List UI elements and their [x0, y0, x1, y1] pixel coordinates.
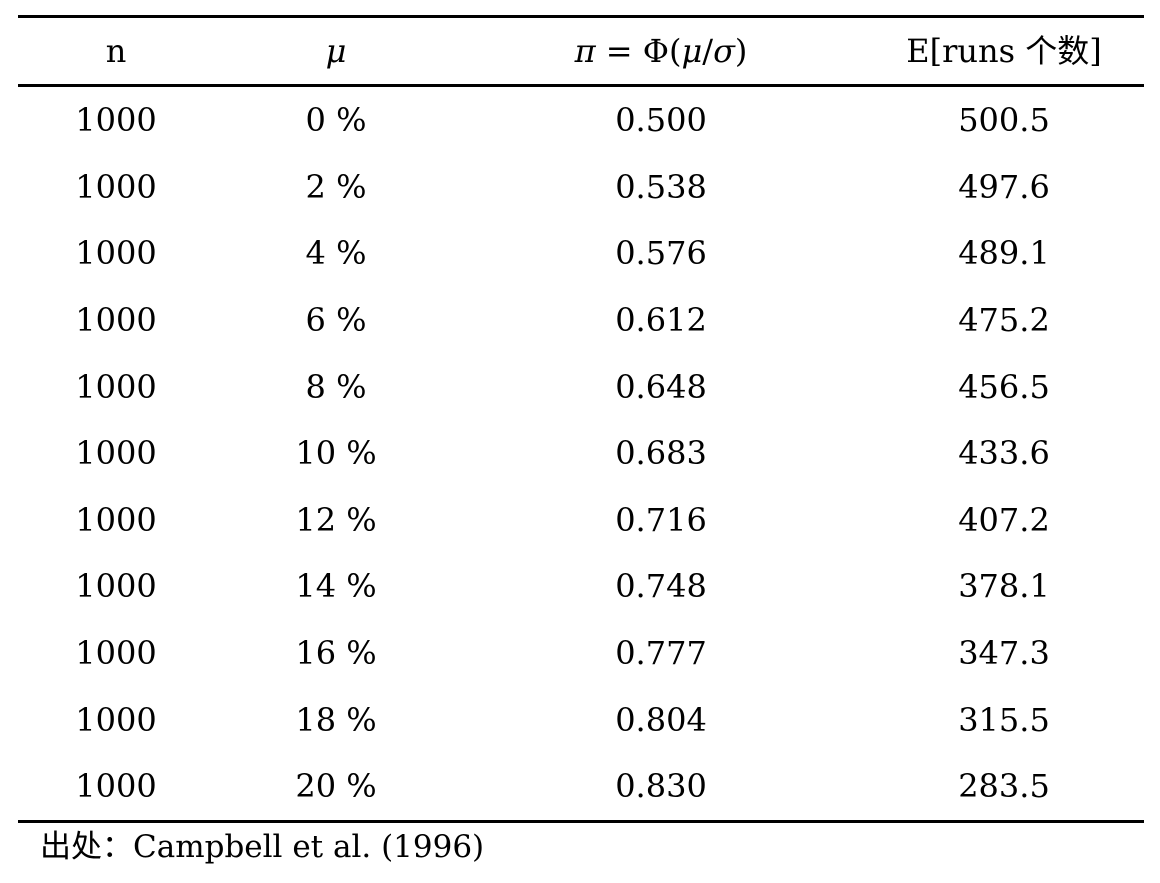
header-runs: E[runs 个数]: [906, 32, 1102, 70]
cell-pi: 0.683: [615, 434, 707, 473]
table-body: 1000 0 % 0.500 500.5 1000 2 % 0.538 497.6 1000 4 …: [18, 86, 1144, 822]
cell-mu: 0 %: [305, 101, 367, 140]
table-row: 1000 2 % 0.538 497.6: [18, 154, 1144, 221]
cell-mu: 12 %: [295, 500, 377, 539]
header-pi: π = Φ(μ/σ): [458, 17, 864, 86]
table-row: 1000 8 % 0.648 456.5: [18, 353, 1144, 420]
cell-runs: 497.6: [958, 167, 1050, 206]
cell-mu: 16 %: [295, 634, 377, 673]
cell-runs: 500.5: [958, 101, 1050, 140]
header-row: n μ π = Φ(μ/σ) E[runs 个数]: [18, 16, 1144, 86]
header-pi-phi: = Φ(: [595, 32, 682, 70]
table-row: 1000 14 % 0.748 378.1: [18, 553, 1144, 620]
header-mu: μ: [325, 32, 347, 70]
cell-runs: 456.5: [958, 367, 1050, 406]
cell-runs: 378.1: [958, 567, 1050, 606]
cell-pi: 0.538: [615, 167, 707, 206]
cell-mu: 14 %: [295, 567, 377, 606]
cell-pi: 0.648: [615, 367, 707, 406]
cell-n: 1000: [75, 767, 157, 806]
cell-n: 1000: [75, 500, 157, 539]
table-header: n μ π = Φ(μ/σ) E[runs 个数]: [18, 16, 1144, 86]
header-n: n: [105, 32, 127, 70]
table-row: 1000 6 % 0.612 475.2: [18, 287, 1144, 354]
cell-runs: 489.1: [958, 234, 1050, 273]
cell-n: 1000: [75, 700, 157, 739]
cell-pi: 0.804: [615, 700, 707, 739]
runs-table: n μ π = Φ(μ/σ) E[runs 个数] 1000 0 % 0.500 50…: [18, 15, 1144, 823]
table-row: 1000 16 % 0.777 347.3: [18, 620, 1144, 687]
header-pi-slash: /: [702, 32, 714, 70]
cell-n: 1000: [75, 634, 157, 673]
cell-pi: 0.716: [615, 500, 707, 539]
cell-runs: 475.2: [958, 301, 1050, 340]
cell-runs: 347.3: [958, 634, 1050, 673]
cell-mu: 2 %: [305, 167, 367, 206]
table-row: 1000 0 % 0.500 500.5: [18, 86, 1144, 154]
cell-n: 1000: [75, 301, 157, 340]
cell-n: 1000: [75, 367, 157, 406]
cell-n: 1000: [75, 167, 157, 206]
cell-pi: 0.777: [615, 634, 707, 673]
cell-n: 1000: [75, 567, 157, 606]
cell-runs: 315.5: [958, 700, 1050, 739]
table-row: 1000 10 % 0.683 433.6: [18, 420, 1144, 487]
table-row: 1000 4 % 0.576 489.1: [18, 220, 1144, 287]
cell-mu: 10 %: [295, 434, 377, 473]
cell-mu: 4 %: [305, 234, 367, 273]
cell-n: 1000: [75, 101, 157, 140]
table-row: 1000 20 % 0.830 283.5: [18, 753, 1144, 822]
table-row: 1000 12 % 0.716 407.2: [18, 487, 1144, 554]
table-row: 1000 18 % 0.804 315.5: [18, 686, 1144, 753]
header-pi-sigma: σ: [713, 32, 735, 70]
header-pi-close: ): [734, 32, 748, 70]
cell-n: 1000: [75, 434, 157, 473]
header-pi-symbol: π: [574, 32, 596, 70]
cell-pi: 0.748: [615, 567, 707, 606]
source-note: 出处：Campbell et al. (1996): [40, 829, 485, 865]
cell-pi: 0.576: [615, 234, 707, 273]
cell-pi: 0.612: [615, 301, 707, 340]
cell-runs: 433.6: [958, 434, 1050, 473]
cell-runs: 407.2: [958, 500, 1050, 539]
cell-runs: 283.5: [958, 767, 1050, 806]
cell-mu: 20 %: [295, 767, 377, 806]
header-pi-mu: μ: [681, 32, 703, 70]
cell-pi: 0.500: [615, 101, 707, 140]
cell-mu: 8 %: [305, 367, 367, 406]
cell-mu: 6 %: [305, 301, 367, 340]
cell-mu: 18 %: [295, 700, 377, 739]
cell-pi: 0.830: [615, 767, 707, 806]
data-table-container: n μ π = Φ(μ/σ) E[runs 个数] 1000 0 % 0.500 50…: [18, 15, 1144, 823]
cell-n: 1000: [75, 234, 157, 273]
